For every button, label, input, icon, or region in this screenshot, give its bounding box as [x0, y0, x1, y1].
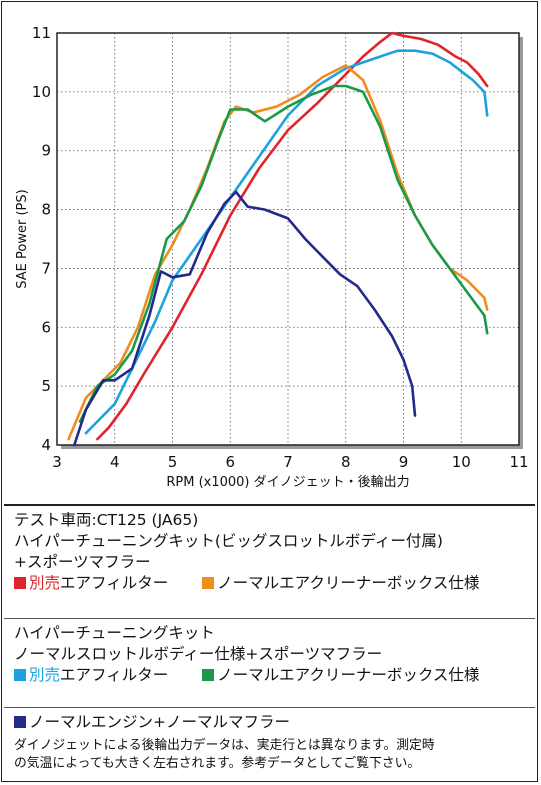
y-tick-label: 7 — [41, 259, 51, 277]
kit2-title: ハイパーチューニングキット — [14, 624, 215, 642]
legend-swatch-navy — [14, 716, 26, 728]
x-tick-label: 8 — [341, 453, 351, 471]
legend-swatch-orange — [202, 577, 215, 589]
legend-blue-suffix: エアフィルター — [60, 666, 169, 684]
x-tick-label: 4 — [110, 453, 120, 471]
y-tick-label: 6 — [41, 318, 51, 336]
kit1-legend: 別売エアフィルター ノーマルエアクリーナーボックス仕様 — [14, 573, 525, 594]
x-tick-label: 6 — [225, 453, 235, 471]
disclaimer-line2: の気温によっても大きく左右されます。参考データとしてご覧下さい。 — [14, 756, 421, 771]
x-tick-label: 11 — [509, 453, 528, 471]
series-line-navy — [73, 190, 417, 447]
y-tick-label: 9 — [41, 142, 51, 160]
legend-navy-label: ノーマルエンジン+ノーマルマフラー — [29, 713, 290, 731]
x-axis-title: RPM (x1000) ダイノジェット・後輪出力 — [166, 474, 409, 490]
y-tick-label: 5 — [41, 377, 51, 395]
legend-green-label: ノーマルエアクリーナーボックス仕様 — [217, 666, 480, 684]
stock-box: ノーマルエンジン+ノーマルマフラー ダイノジェットによる後輪出力データは、実走行… — [4, 707, 535, 782]
y-tick-label: 11 — [32, 24, 51, 42]
y-tick-label: 10 — [32, 83, 51, 101]
kit2-box: ハイパーチューニングキット ノーマルスロットルボディー仕様+スポーツマフラー 別… — [4, 618, 535, 707]
y-tick-label: 4 — [41, 436, 51, 454]
legend-swatch-red — [14, 577, 26, 589]
x-tick-label: 7 — [283, 453, 293, 471]
legend-red-suffix: エアフィルター — [60, 574, 169, 592]
legend-red-prefix: 別売 — [29, 574, 61, 592]
disclaimer-line1: ダイノジェットによる後輪出力データは、実走行とは異なります。測定時 — [14, 738, 435, 753]
kit2-legend: 別売エアフィルター ノーマルエアクリーナーボックス仕様 — [14, 665, 525, 686]
kit1-box: テスト車両:CT125 (JA65) ハイパーチューニングキット(ビッグスロット… — [4, 504, 535, 618]
stock-legend: ノーマルエンジン+ノーマルマフラー — [14, 712, 525, 733]
kit1-title: ハイパーチューニングキット(ビッグスロットルボディー付属) — [14, 532, 443, 550]
legend-orange-label: ノーマルエアクリーナーボックス仕様 — [217, 574, 480, 592]
x-tick-label: 3 — [52, 453, 62, 471]
series-line-blue — [84, 49, 489, 435]
x-tick-label: 10 — [452, 453, 471, 471]
series-line-red — [96, 31, 489, 441]
legend-swatch-blue — [14, 669, 26, 681]
y-axis-title: SAE Power (PS) — [15, 189, 30, 288]
series-line-green — [78, 84, 489, 423]
legend-swatch-green — [202, 669, 215, 681]
x-tick-label: 5 — [168, 453, 178, 471]
kit1-subtitle: +スポーツマフラー — [14, 553, 151, 571]
kit2-subtitle: ノーマルスロットルボディー仕様+スポーツマフラー — [14, 645, 383, 663]
legend-blue-prefix: 別売 — [29, 666, 61, 684]
chart-area: 3 4 5 6 7 8 9 10 11 4 5 6 7 8 9 10 11 RPM (x1000) ダイノジェット… — [2, 2, 539, 502]
y-tick-label: 8 — [41, 201, 51, 219]
vehicle-label: テスト車両:CT125 (JA65) — [14, 511, 199, 529]
x-tick-label: 9 — [399, 453, 409, 471]
